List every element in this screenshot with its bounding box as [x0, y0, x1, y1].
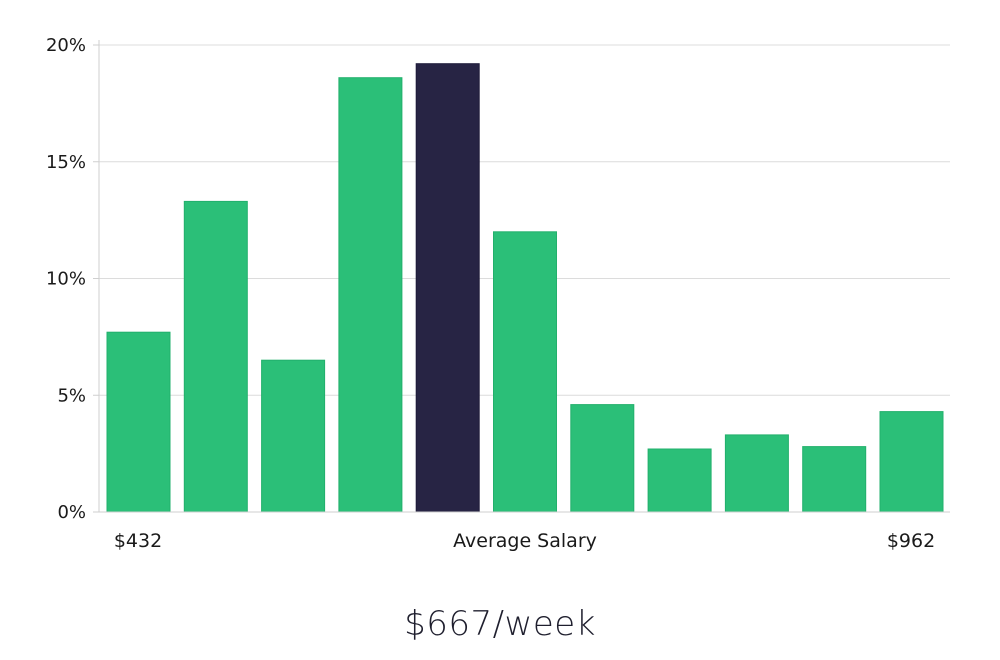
x-label-center: Average Salary [453, 530, 597, 552]
bars [106, 63, 944, 513]
bar [647, 448, 712, 513]
y-tick-label: 10% [46, 269, 86, 290]
bar [493, 231, 557, 513]
average-salary-headline: $667/week [404, 604, 596, 644]
bar [261, 359, 326, 513]
bar [338, 77, 403, 513]
bar [724, 434, 789, 513]
bar [106, 331, 171, 513]
salary-histogram: 0% 5% 10% 15% 20% $432 Average Salary $962 [46, 35, 950, 552]
bar [802, 446, 867, 513]
bar [570, 404, 635, 513]
y-tick-label: 15% [46, 152, 86, 173]
y-tick-label: 0% [57, 502, 86, 523]
y-axis-ticks: 0% 5% 10% 15% 20% [46, 35, 99, 523]
y-tick-label: 20% [46, 35, 86, 56]
bar [879, 411, 944, 513]
bar-highlighted [415, 63, 480, 513]
bar [183, 200, 248, 513]
x-label-min: $432 [114, 530, 162, 552]
y-tick-label: 5% [57, 385, 86, 406]
x-label-max: $962 [887, 530, 935, 552]
